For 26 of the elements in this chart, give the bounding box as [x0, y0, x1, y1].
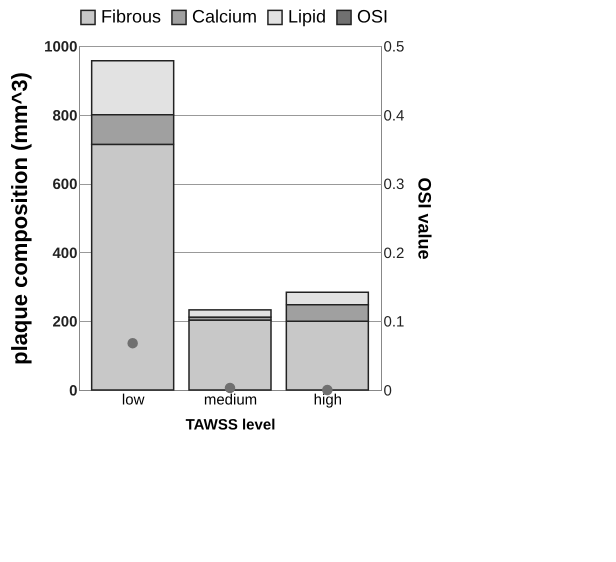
- y-axis-title: plaque composition (mm^3): [7, 72, 32, 365]
- y-tick-label: 1000: [44, 38, 78, 56]
- point: [224, 382, 236, 394]
- y2-tick-label: 0.1: [384, 314, 404, 331]
- y-tick-label: 0: [69, 382, 78, 400]
- x-tick-label: high: [314, 392, 342, 408]
- x-axis-title: TAWSS level: [186, 416, 276, 434]
- y-tick-label: 200: [52, 314, 78, 331]
- legend-label: Lipid: [288, 6, 326, 26]
- bar: [188, 319, 272, 391]
- y-tick-label: 800: [52, 107, 78, 124]
- legend-label: Calcium: [192, 6, 258, 26]
- bar: [188, 309, 272, 318]
- y2-tick-label: 0.4: [384, 107, 404, 124]
- point: [127, 338, 138, 348]
- legend-label: OSI: [357, 6, 388, 26]
- x-tick-label: medium: [204, 392, 258, 408]
- y-tick-label: 400: [52, 244, 78, 262]
- y-tick-label: 600: [52, 176, 78, 194]
- y2-tick-label: 0.2: [384, 244, 404, 262]
- y2-tick-label: 0.5: [384, 38, 404, 56]
- legend-label: Fibrous: [101, 6, 162, 26]
- y2-tick-label: 0: [384, 382, 392, 400]
- y2-tick-label: 0.3: [384, 176, 404, 194]
- y2-axis-title: OSI value: [414, 177, 434, 260]
- x-tick-label: low: [122, 392, 145, 408]
